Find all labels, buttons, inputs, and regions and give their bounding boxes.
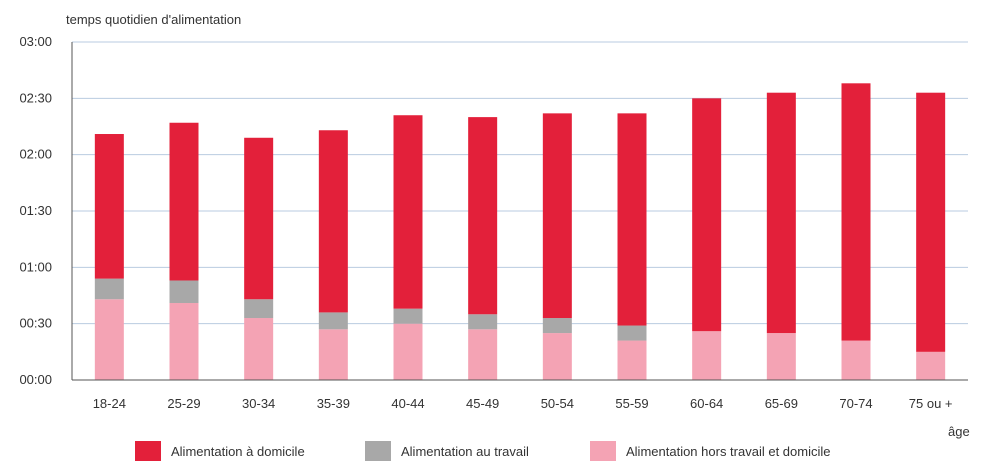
bar-segment — [318, 312, 348, 330]
bar-segment — [244, 318, 274, 380]
x-tick-label: 50-54 — [541, 396, 574, 411]
y-tick-label: 03:00 — [19, 34, 52, 49]
bar-segment — [169, 280, 199, 304]
bar-segment — [617, 325, 647, 341]
bar-segment — [692, 331, 722, 380]
bar-segment — [692, 98, 722, 332]
bars — [94, 83, 946, 380]
y-tick-label: 01:30 — [19, 203, 52, 218]
x-tick-label: 60-64 — [690, 396, 723, 411]
bar-segment — [244, 137, 274, 300]
y-tick-labels: 00:00 00:30 01:00 01:30 02:00 02:30 03:00 — [19, 34, 52, 387]
bar-segment — [841, 83, 871, 341]
bar-segment — [542, 333, 572, 380]
x-tick-label: 65-69 — [765, 396, 798, 411]
bar-segment — [468, 314, 498, 330]
x-axis-title: âge — [948, 424, 970, 439]
bar-segment — [393, 308, 423, 324]
legend: Alimentation à domicile Alimentation au t… — [135, 441, 830, 461]
legend-label: Alimentation hors travail et domicile — [626, 444, 830, 459]
bar-segment — [617, 113, 647, 326]
legend-swatch — [365, 441, 391, 461]
bar-segment — [318, 130, 348, 313]
legend-swatch — [590, 441, 616, 461]
x-tick-labels: 18-24 25-29 30-34 35-39 40-44 45-49 50-54 55-59… — [93, 396, 953, 411]
x-tick-label: 25-29 — [167, 396, 200, 411]
bar-segment — [542, 113, 572, 319]
y-tick-label: 01:00 — [19, 259, 52, 274]
bar-segment — [244, 299, 274, 319]
bar-segment — [318, 329, 348, 380]
bar-segment — [916, 351, 946, 380]
x-tick-label: 40-44 — [391, 396, 424, 411]
bar-segment — [766, 92, 796, 334]
x-tick-label: 18-24 — [93, 396, 126, 411]
bar-segment — [841, 340, 871, 380]
x-tick-label: 35-39 — [317, 396, 350, 411]
bar-segment — [393, 323, 423, 380]
bar-segment — [617, 340, 647, 380]
bar-segment — [169, 122, 199, 281]
bar-segment — [94, 134, 124, 279]
y-tick-label: 02:00 — [19, 147, 52, 162]
bar-segment — [468, 329, 498, 380]
legend-swatch — [135, 441, 161, 461]
y-tick-label: 02:30 — [19, 90, 52, 105]
y-tick-label: 00:00 — [19, 372, 52, 387]
x-tick-label: 30-34 — [242, 396, 275, 411]
y-axis-title: temps quotidien d'alimentation — [66, 12, 241, 27]
bar-segment — [94, 278, 124, 300]
bar-segment — [766, 333, 796, 380]
bar-segment — [94, 299, 124, 380]
bar-segment — [169, 303, 199, 380]
bar-segment — [916, 92, 946, 352]
legend-label: Alimentation à domicile — [171, 444, 305, 459]
x-tick-label: 70-74 — [839, 396, 872, 411]
y-tick-label: 00:30 — [19, 316, 52, 331]
x-tick-label: 55-59 — [615, 396, 648, 411]
gridlines — [72, 41, 968, 325]
bar-segment — [468, 117, 498, 315]
legend-label: Alimentation au travail — [401, 444, 529, 459]
bar-segment — [393, 115, 423, 309]
bar-segment — [542, 318, 572, 334]
x-tick-label: 45-49 — [466, 396, 499, 411]
x-tick-label: 75 ou + — [909, 396, 953, 411]
